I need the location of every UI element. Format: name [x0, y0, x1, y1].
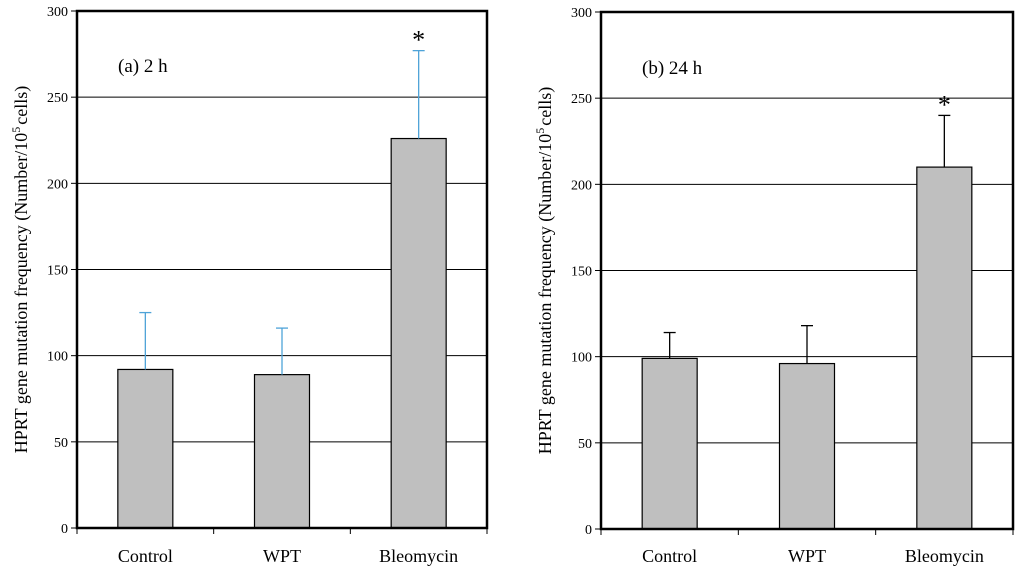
- y-axis-label-text: HPRT gene mutation frequency (Number/10: [535, 134, 556, 455]
- y-tick-label: 50: [578, 437, 592, 452]
- y-axis-label-superscript: 5: [533, 128, 547, 134]
- y-tick-label: 0: [61, 522, 68, 537]
- x-category-label: Bleomycin: [379, 546, 458, 566]
- chart-panel-b: 0 50 100 150 200 250 300 Control WPT * Bleomycin (b…: [533, 6, 1015, 566]
- y-axis-label: HPRT gene mutation frequency (Number/105…: [533, 87, 556, 455]
- bar-bleomycin: [390, 137, 447, 529]
- bar-wpt: [778, 362, 836, 530]
- panel-title: (b) 24 h: [642, 58, 703, 79]
- y-tick-label: 50: [54, 436, 68, 451]
- bar-wpt: [253, 374, 311, 529]
- y-axis-label-text: cells): [11, 86, 32, 125]
- x-category-label: Control: [118, 546, 173, 566]
- plot-frame: [599, 10, 1015, 531]
- plot-frame: [75, 9, 489, 530]
- y-axis-label-text: cells): [535, 87, 556, 126]
- bar-control: [641, 357, 698, 530]
- y-tick-label: 300: [571, 6, 592, 21]
- chart-panel-a: 0 50 100 150 200 250 300 Control WPT * Bleomycin (a…: [9, 5, 489, 566]
- x-category-label: Bleomycin: [905, 546, 984, 566]
- x-category-label: Control: [642, 546, 697, 566]
- significance-marker: *: [938, 90, 951, 119]
- y-tick-label: 200: [571, 178, 592, 193]
- y-axis-label-superscript: 5: [9, 127, 23, 133]
- panel-title: (a) 2 h: [118, 56, 168, 77]
- bar-control: [117, 368, 174, 529]
- y-tick-label: 150: [47, 264, 68, 279]
- y-tick-label: 300: [47, 5, 68, 20]
- y-axis-label: HPRT gene mutation frequency (Number/105…: [9, 86, 32, 454]
- significance-marker: *: [412, 26, 425, 55]
- y-tick-label: 100: [571, 351, 592, 366]
- y-tick-label: 0: [585, 523, 592, 538]
- bar-bleomycin: [916, 166, 973, 530]
- y-axis-label-text: HPRT gene mutation frequency (Number/10: [11, 133, 32, 454]
- x-category-label: WPT: [788, 546, 826, 566]
- y-tick-label: 200: [47, 177, 68, 192]
- y-tick-label: 100: [47, 350, 68, 365]
- x-category-label: WPT: [263, 546, 301, 566]
- y-tick-label: 250: [47, 91, 68, 106]
- y-tick-label: 150: [571, 265, 592, 280]
- y-tick-label: 250: [571, 92, 592, 107]
